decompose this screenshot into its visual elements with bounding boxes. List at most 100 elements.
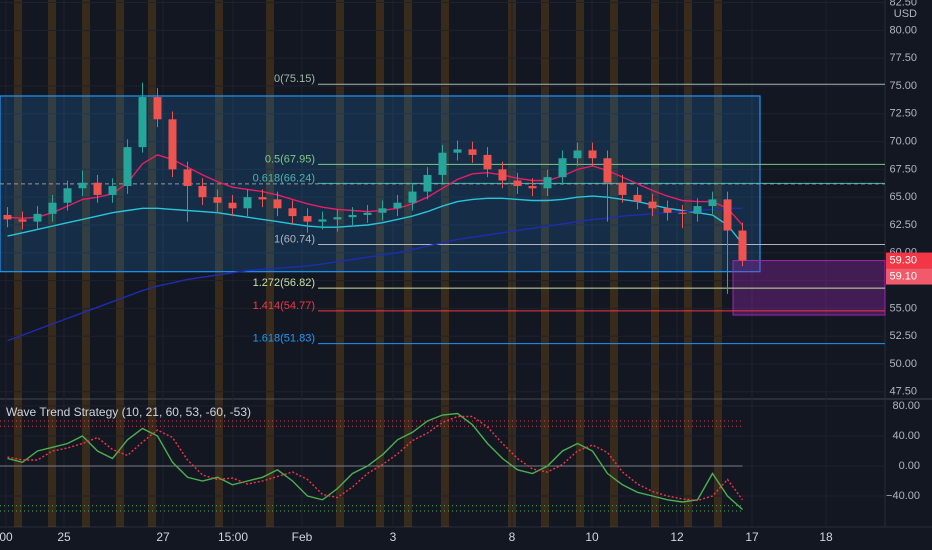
candle xyxy=(3,207,12,228)
session-band xyxy=(336,0,344,527)
y-tick-label: 55.00 xyxy=(889,302,917,314)
x-tick-label: 3 xyxy=(390,530,397,544)
candle-body xyxy=(198,186,207,198)
session-band xyxy=(610,0,618,527)
candle-body xyxy=(603,158,612,183)
candle xyxy=(363,204,372,223)
y-tick-label: 82.50 xyxy=(889,0,917,8)
y-tick-label: 77.50 xyxy=(889,52,917,64)
candle-body xyxy=(183,169,192,187)
candle-body xyxy=(693,206,702,214)
x-tick-label: 12 xyxy=(670,530,684,544)
x-tick-label: 17 xyxy=(745,530,759,544)
candle xyxy=(228,194,237,217)
candle-body xyxy=(303,216,312,222)
candle-body xyxy=(258,197,267,200)
candle-body xyxy=(243,197,252,209)
session-band xyxy=(404,0,412,527)
candle xyxy=(438,144,447,183)
candle xyxy=(273,191,282,217)
candle-body xyxy=(78,182,87,189)
candle xyxy=(558,150,567,185)
candle xyxy=(93,174,102,203)
candle xyxy=(678,204,687,229)
candle-body xyxy=(3,214,12,220)
candle xyxy=(318,211,327,230)
candle-body xyxy=(558,158,567,178)
candle-body xyxy=(63,188,72,203)
price-label-box xyxy=(886,252,932,269)
candle-body xyxy=(228,202,237,209)
y-tick-label: 80.00 xyxy=(892,400,920,412)
candle-body xyxy=(408,191,417,203)
candle xyxy=(393,194,402,217)
candle xyxy=(663,200,672,221)
x-tick-label: 18 xyxy=(819,530,833,544)
candle xyxy=(348,207,357,225)
indicator-line xyxy=(7,412,743,511)
session-band xyxy=(14,0,22,527)
y-tick-label: 67.50 xyxy=(889,163,917,175)
candle xyxy=(63,180,72,211)
session-band xyxy=(82,0,90,527)
candle xyxy=(588,142,597,167)
y-tick-label: 62.50 xyxy=(889,219,917,231)
candle xyxy=(138,82,147,153)
y-tick-label: 75.00 xyxy=(889,80,917,92)
y-tick-label: 52.50 xyxy=(889,330,917,342)
candle xyxy=(648,193,657,217)
candle-body xyxy=(18,219,27,222)
candle xyxy=(18,211,27,230)
fib-label: 0(75.15) xyxy=(274,73,315,85)
session-band xyxy=(376,0,384,527)
candle-body xyxy=(573,150,582,159)
y-tick-label: 0.00 xyxy=(899,460,920,472)
fib-label: 0.618(66.24) xyxy=(253,172,315,184)
candle-body xyxy=(453,149,462,153)
candle xyxy=(48,194,57,222)
candle-body xyxy=(93,182,102,195)
x-tick-label: 8 xyxy=(509,530,516,544)
candle xyxy=(498,161,507,189)
candle-body xyxy=(48,202,57,214)
candle xyxy=(693,198,702,222)
y-tick-label: 40.00 xyxy=(892,430,920,442)
candle-body xyxy=(588,150,597,159)
candle xyxy=(258,189,267,208)
y-tick-label: −40.00 xyxy=(886,490,920,502)
candle-body xyxy=(33,213,42,222)
candle-body xyxy=(318,219,327,222)
y-tick-label: 65.00 xyxy=(889,191,917,203)
candle xyxy=(168,111,177,178)
session-band xyxy=(148,0,156,527)
candle xyxy=(33,206,42,230)
x-tick-label: 15:00 xyxy=(218,530,248,544)
fib-label: 0.5(67.95) xyxy=(265,153,315,165)
candle xyxy=(183,161,192,222)
session-band xyxy=(48,0,56,527)
candle xyxy=(303,208,312,233)
candle-body xyxy=(153,97,162,120)
price-label-box xyxy=(886,268,932,285)
session-band xyxy=(266,0,274,527)
candle xyxy=(198,178,207,205)
y-tick-label: 70.00 xyxy=(889,135,917,147)
candle-body xyxy=(438,152,447,175)
candle-body xyxy=(738,230,747,261)
candle-body xyxy=(168,119,177,170)
candle-body xyxy=(468,149,477,155)
candle xyxy=(603,150,612,222)
x-tick-label: 25 xyxy=(57,530,71,544)
candle-body xyxy=(273,199,282,209)
candle-body xyxy=(648,201,657,209)
fib-label: 1.414(54.77) xyxy=(253,300,315,312)
candle xyxy=(123,139,132,194)
candle xyxy=(378,200,387,221)
price-label: 59.10 xyxy=(889,270,917,282)
candle xyxy=(633,187,642,210)
session-band xyxy=(576,0,584,527)
candle xyxy=(483,147,492,178)
candle-body xyxy=(528,186,537,189)
